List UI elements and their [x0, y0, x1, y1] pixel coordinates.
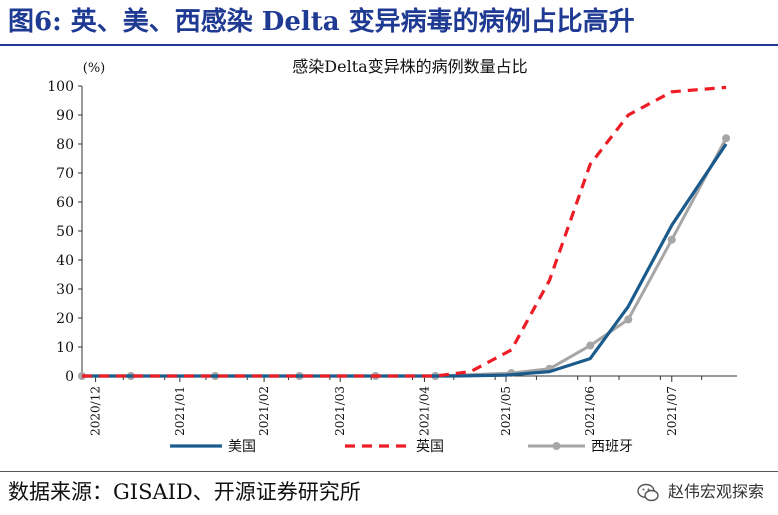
spain-data-point [722, 134, 731, 143]
y-tick-label: 40 [56, 253, 74, 269]
source-note: 数据来源：GISAID、开源证券研究所 [8, 480, 361, 504]
series-layer [78, 85, 731, 380]
y-tick-label: 60 [56, 195, 74, 211]
x-tick-label: 2021/07 [665, 386, 679, 436]
series-line-spain [82, 137, 728, 378]
legend-label: 英国 [416, 438, 444, 455]
x-tick-label: 2021/06 [583, 386, 597, 436]
y-axis-unit: (%) [83, 61, 106, 76]
x-tick-label: 2021/04 [417, 386, 431, 436]
spain-data-point [586, 341, 595, 350]
x-tick-label: 2021/05 [499, 386, 513, 436]
spain-data-point [624, 315, 633, 324]
footer-divider [0, 471, 778, 472]
y-tick-label: 100 [47, 79, 74, 95]
y-tick-label: 10 [56, 340, 74, 356]
y-tick-label: 0 [65, 369, 74, 385]
x-axis: 2020/12 2021/01 2021/02 2021/03 2021/04 2021/… [81, 375, 737, 436]
page-title: 图6: 英、美、西感染 Delta 变异病毒的病例占比高升 [8, 7, 635, 37]
spain-data-point [667, 235, 676, 244]
watermark-text: 赵伟宏观探索 [667, 482, 764, 501]
title-divider [0, 44, 778, 46]
x-tick-label: 2021/03 [333, 386, 347, 436]
y-axis: 0 10 20 30 40 50 60 70 80 90 100 [47, 79, 83, 385]
y-tick-label: 30 [56, 282, 74, 298]
legend-label: 西班牙 [591, 439, 633, 455]
series-line-us [82, 143, 728, 378]
y-tick-label: 20 [56, 311, 74, 327]
y-tick-label: 50 [56, 224, 74, 240]
x-tick-label: 2021/02 [257, 386, 271, 436]
legend-label: 美国 [228, 439, 256, 455]
legend: 美国 英国 西班牙 [170, 438, 633, 455]
delta-share-chart: 感染Delta变异株的病例数量占比 (%) 0 10 20 30 40 50 60 70 80 9… [47, 57, 737, 455]
legend-marker [552, 442, 561, 450]
wechat-icon [637, 483, 659, 501]
chart-title: 感染Delta变异株的病例数量占比 [292, 57, 527, 76]
series-line-uk [82, 85, 727, 378]
y-tick-label: 70 [56, 166, 74, 182]
y-tick-label: 80 [56, 137, 74, 153]
y-tick-label: 90 [56, 108, 74, 124]
x-tick-label: 2020/12 [89, 386, 103, 436]
watermark: 赵伟宏观探索 [637, 478, 764, 506]
x-tick-label: 2021/01 [173, 386, 187, 436]
